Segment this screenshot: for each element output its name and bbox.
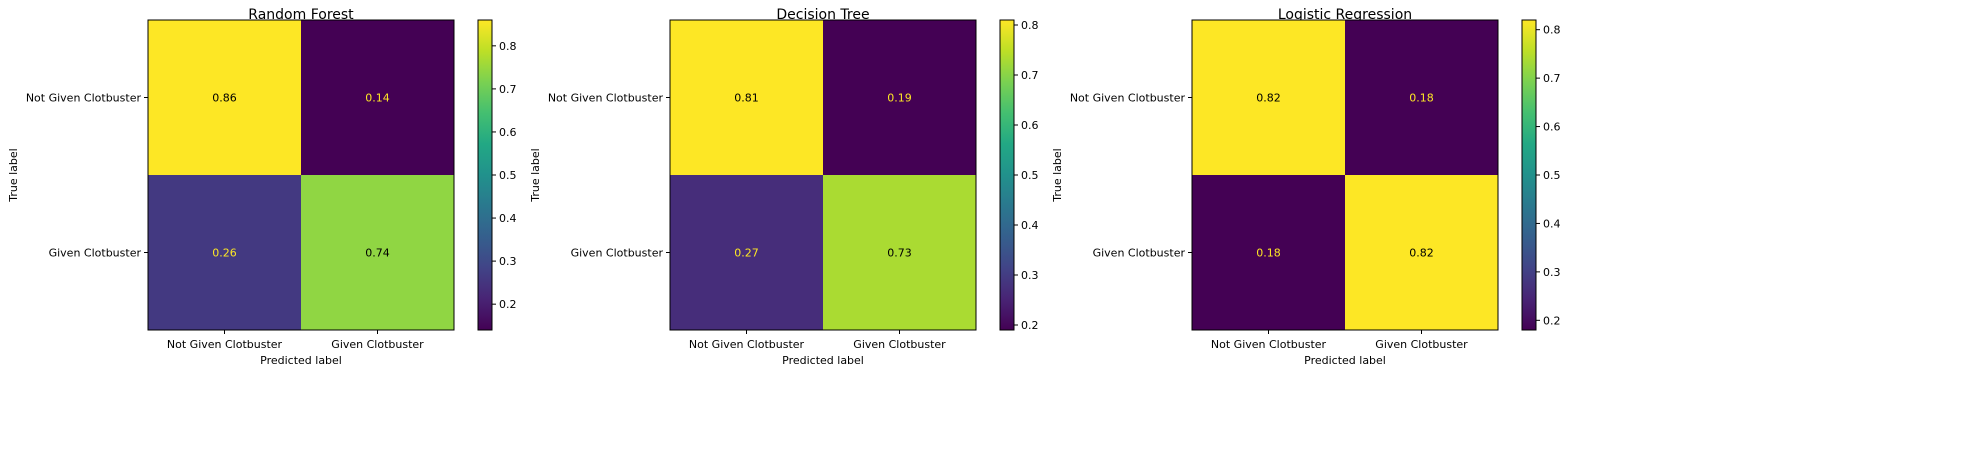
axes-frame — [1191, 19, 1499, 331]
colorbar-tick-label: 0.8 — [499, 40, 517, 53]
heatmap-cell — [1345, 175, 1498, 330]
y-tick-label: Given Clotbuster — [571, 247, 664, 260]
cell-value-label: 0.18 — [1409, 92, 1434, 105]
confusion-matrix-panel-2: Decision Tree 0.81 0.19 0.27 0.73 Not Given C… — [529, 7, 1039, 367]
cell-value-label: 0.26 — [212, 247, 237, 260]
cell-value-label: 0.81 — [734, 92, 759, 105]
x-axis-label: Predicted label — [1304, 354, 1386, 367]
x-tick-label: Given Clotbuster — [853, 338, 946, 351]
heatmap-cell — [148, 175, 301, 330]
colorbar-tick-label: 0.8 — [1021, 19, 1039, 32]
x-tick-label: Not Given Clotbuster — [1211, 338, 1327, 351]
y-tick-label: Given Clotbuster — [1093, 247, 1186, 260]
chart-title: Logistic Regression — [1278, 7, 1412, 23]
x-tick-label: Given Clotbuster — [1375, 338, 1468, 351]
colorbar-tick-label: 0.7 — [1543, 72, 1561, 85]
colorbar-tick-label: 0.7 — [499, 83, 517, 96]
y-tick-label: Given Clotbuster — [49, 247, 142, 260]
colorbar-tick-label: 0.6 — [1543, 121, 1561, 134]
heatmap-cell — [1192, 20, 1345, 175]
heatmap-cell — [301, 175, 454, 330]
y-tick-label: Not Given Clotbuster — [1070, 92, 1186, 105]
colorbar-tick-label: 0.6 — [1021, 119, 1039, 132]
heatmap-cell — [670, 175, 823, 330]
heatmap-cell — [823, 175, 976, 330]
heatmap-cell — [670, 20, 823, 175]
colorbar-tick-label: 0.4 — [499, 212, 517, 225]
colorbar — [477, 19, 493, 331]
cell-value-label: 0.73 — [887, 247, 912, 260]
heatmap-cell — [1345, 20, 1498, 175]
confusion-matrix-panel-1: Random Forest 0.86 0.14 0.26 0.74 Not Given C… — [7, 7, 517, 367]
colorbar-tick-label: 0.3 — [499, 255, 517, 268]
colorbar — [999, 19, 1015, 331]
colorbar-tick-label: 0.4 — [1543, 217, 1561, 230]
x-tick-label: Not Given Clotbuster — [167, 338, 283, 351]
cell-value-label: 0.74 — [365, 247, 390, 260]
y-axis-label: True label — [1051, 148, 1064, 202]
heatmap-cell — [823, 20, 976, 175]
y-axis-label: True label — [7, 148, 20, 202]
cell-value-label: 0.82 — [1256, 92, 1281, 105]
cell-value-label: 0.82 — [1409, 247, 1434, 260]
colorbar-tick-label: 0.6 — [499, 126, 517, 139]
heatmap-cell — [301, 20, 454, 175]
cell-value-label: 0.14 — [365, 92, 390, 105]
colorbar-tick-label: 0.3 — [1021, 269, 1039, 282]
chart-title: Decision Tree — [776, 7, 869, 23]
colorbar-tick-label: 0.5 — [1543, 169, 1561, 182]
y-tick-label: Not Given Clotbuster — [548, 92, 664, 105]
axes-frame — [147, 19, 455, 331]
x-tick-label: Given Clotbuster — [331, 338, 424, 351]
cell-value-label: 0.27 — [734, 247, 759, 260]
colorbar-tick-label: 0.5 — [1021, 169, 1039, 182]
heatmap-cell — [148, 20, 301, 175]
colorbar-tick-label: 0.2 — [1021, 319, 1039, 332]
colorbar-tick-label: 0.2 — [499, 298, 517, 311]
x-axis-label: Predicted label — [260, 354, 342, 367]
cell-value-label: 0.86 — [212, 92, 237, 105]
y-tick-label: Not Given Clotbuster — [26, 92, 142, 105]
colorbar-tick-label: 0.2 — [1543, 314, 1561, 327]
axes-frame — [669, 19, 977, 331]
colorbar-tick-label: 0.5 — [499, 169, 517, 182]
x-tick-label: Not Given Clotbuster — [689, 338, 805, 351]
heatmap-cell — [1192, 175, 1345, 330]
x-axis-label: Predicted label — [782, 354, 864, 367]
chart-title: Random Forest — [248, 7, 354, 23]
colorbar-tick-label: 0.7 — [1021, 69, 1039, 82]
confusion-matrix-panel-3: Logistic Regression 0.82 0.18 0.18 0.82 Not G… — [1051, 7, 1561, 367]
cell-value-label: 0.18 — [1256, 247, 1281, 260]
colorbar-tick-label: 0.8 — [1543, 24, 1561, 37]
y-axis-label: True label — [529, 148, 542, 202]
cell-value-label: 0.19 — [887, 92, 912, 105]
colorbar — [1521, 19, 1537, 331]
colorbar-tick-label: 0.3 — [1543, 266, 1561, 279]
colorbar-tick-label: 0.4 — [1021, 219, 1039, 232]
